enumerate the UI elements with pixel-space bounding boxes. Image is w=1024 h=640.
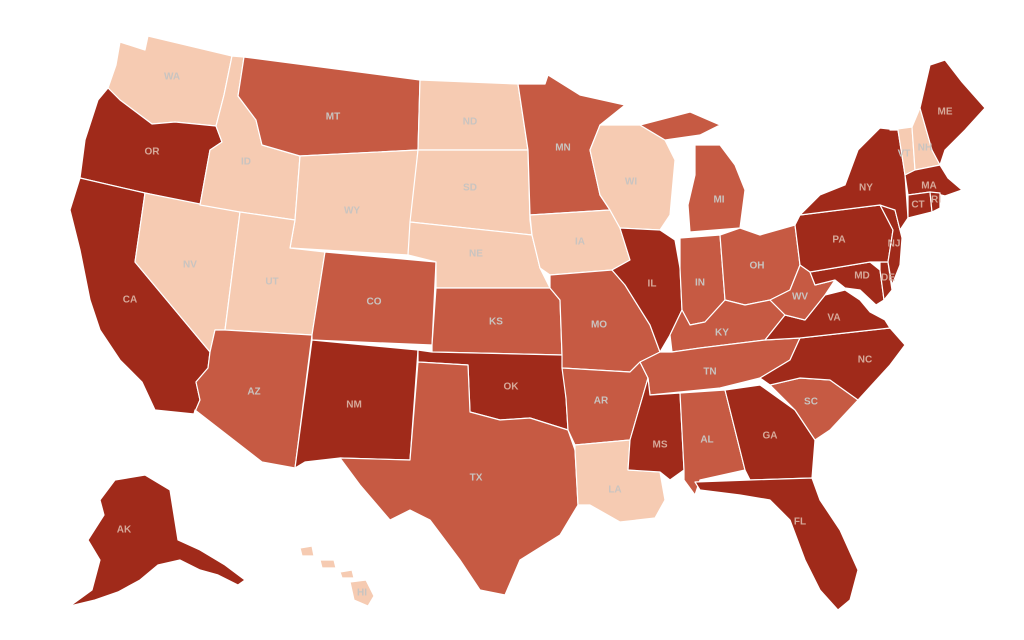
state-ak[interactable] bbox=[69, 474, 246, 607]
state-label-nh: NH bbox=[918, 143, 932, 154]
state-label-ma: MA bbox=[921, 181, 937, 192]
state-ga[interactable] bbox=[724, 384, 816, 481]
state-label-wa: WA bbox=[164, 72, 180, 83]
state-il[interactable] bbox=[611, 227, 683, 353]
state-label-in: IN bbox=[695, 278, 705, 289]
state-label-ar: AR bbox=[594, 396, 609, 407]
state-label-ms: MS bbox=[653, 440, 668, 451]
state-co[interactable] bbox=[311, 251, 437, 346]
state-label-sc: SC bbox=[804, 397, 818, 408]
state-wy[interactable] bbox=[289, 149, 419, 256]
state-label-az: AZ bbox=[247, 387, 260, 398]
state-label-ct: CT bbox=[911, 200, 924, 211]
state-label-ak: AK bbox=[117, 525, 132, 536]
state-label-nc: NC bbox=[858, 355, 872, 366]
state-label-ne: NE bbox=[469, 249, 483, 260]
state-label-ri: RI bbox=[931, 195, 941, 206]
state-label-nj: NJ bbox=[888, 239, 901, 250]
state-label-hi: HI bbox=[357, 588, 367, 599]
state-label-ut: UT bbox=[265, 277, 278, 288]
state-label-md: MD bbox=[854, 271, 870, 282]
state-label-mn: MN bbox=[555, 143, 571, 154]
state-label-ok: OK bbox=[504, 382, 520, 393]
state-label-la: LA bbox=[608, 485, 621, 496]
state-hi[interactable] bbox=[299, 545, 375, 607]
state-tx[interactable] bbox=[339, 361, 579, 596]
state-label-ky: KY bbox=[715, 328, 729, 339]
state-label-mi: MI bbox=[713, 195, 724, 206]
state-nc[interactable] bbox=[759, 327, 906, 401]
state-label-va: VA bbox=[827, 313, 840, 324]
state-label-ca: CA bbox=[123, 295, 137, 306]
state-label-il: IL bbox=[648, 279, 657, 290]
state-label-ks: KS bbox=[489, 317, 503, 328]
state-me[interactable] bbox=[919, 59, 986, 166]
state-label-wy: WY bbox=[344, 206, 360, 217]
state-label-tx: TX bbox=[470, 473, 483, 484]
state-label-nm: NM bbox=[346, 400, 362, 411]
state-label-ny: NY bbox=[859, 183, 873, 194]
state-label-oh: OH bbox=[750, 261, 765, 272]
state-label-nd: ND bbox=[463, 117, 477, 128]
state-label-or: OR bbox=[145, 147, 161, 158]
state-label-vt: VT bbox=[898, 149, 911, 160]
state-label-wv: WV bbox=[792, 292, 808, 303]
state-ms[interactable] bbox=[627, 377, 685, 481]
state-label-ia: IA bbox=[575, 237, 585, 248]
state-label-me: ME bbox=[938, 107, 953, 118]
state-label-mt: MT bbox=[326, 112, 340, 123]
state-md[interactable] bbox=[809, 261, 885, 306]
state-label-id: ID bbox=[241, 157, 251, 168]
state-mt[interactable] bbox=[237, 56, 421, 157]
state-label-sd: SD bbox=[463, 183, 477, 194]
state-label-fl: FL bbox=[794, 517, 806, 528]
state-fl[interactable] bbox=[694, 477, 859, 611]
state-label-mo: MO bbox=[591, 320, 607, 331]
state-label-pa: PA bbox=[832, 235, 845, 246]
state-label-ga: GA bbox=[763, 431, 778, 442]
state-ri[interactable] bbox=[929, 191, 941, 213]
state-nd[interactable] bbox=[417, 79, 529, 151]
state-labels: WA OR CA NV ID MT WY UT AZ CO NM ND SD NE KS OK TX MN IA MO… bbox=[117, 72, 953, 599]
state-label-nv: NV bbox=[183, 260, 197, 271]
state-label-al: AL bbox=[700, 435, 713, 446]
state-az[interactable] bbox=[193, 329, 313, 469]
state-label-wi: WI bbox=[625, 177, 637, 188]
state-label-co: CO bbox=[367, 297, 382, 308]
state-label-de: DE bbox=[881, 273, 895, 284]
state-label-tn: TN bbox=[703, 367, 716, 378]
